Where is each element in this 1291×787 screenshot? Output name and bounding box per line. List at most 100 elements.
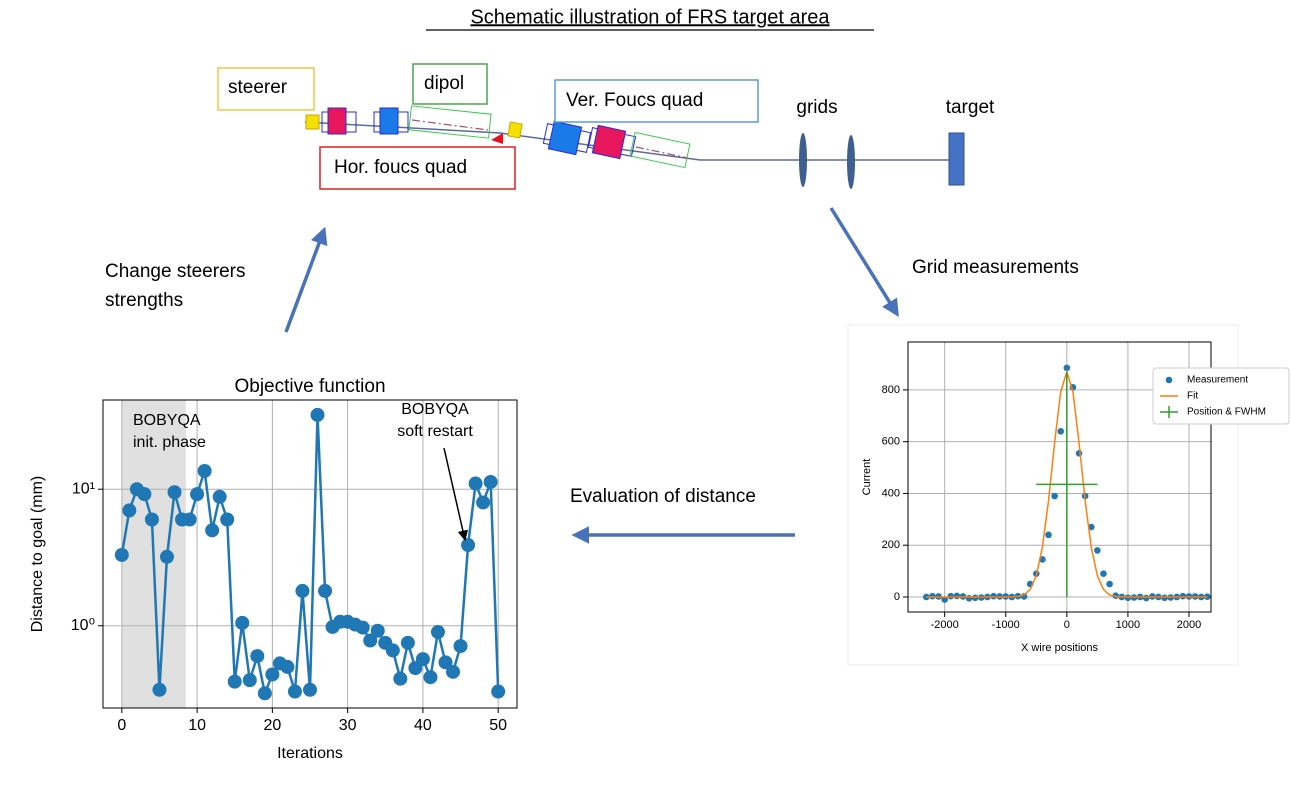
data-point — [929, 592, 936, 600]
plot-frame — [102, 399, 518, 709]
x-axis-label: Iterations — [277, 745, 343, 762]
label: Ver. Foucs quad — [566, 90, 703, 111]
x-tick-label: 0 — [1064, 619, 1070, 631]
legend-swatch — [1165, 376, 1173, 384]
y-tick-label: 200 — [882, 539, 900, 551]
data-point — [1051, 492, 1058, 500]
data-point — [114, 547, 129, 562]
label-box — [319, 146, 516, 190]
data-point — [295, 583, 310, 598]
charts: 0 10 20 30 40 50 10⁰ 10¹ Objective function Itera… — [29, 341, 1290, 762]
data-point — [144, 512, 159, 527]
y-axis-label: Current — [861, 459, 873, 496]
data-point — [965, 594, 973, 602]
x-tick-label: 40 — [414, 717, 432, 734]
annotation: BOBYQA — [401, 401, 469, 418]
data-point — [318, 583, 333, 598]
annotation: BOBYQA — [133, 412, 201, 429]
page-title: Schematic illustration of FRS target are… — [470, 6, 830, 28]
x-tick-label: -1000 — [992, 619, 1020, 631]
data-point — [461, 538, 476, 553]
data-point — [971, 594, 979, 602]
step-label: strengths — [105, 290, 183, 311]
data-point — [280, 659, 295, 674]
data-point — [370, 623, 385, 638]
step-label: Grid measurements — [912, 257, 1079, 278]
data-point — [1057, 428, 1065, 435]
legend-box — [1152, 367, 1290, 425]
data-point — [1106, 580, 1113, 588]
data-point — [1161, 594, 1168, 602]
label-box — [217, 67, 315, 111]
data-point — [415, 652, 430, 667]
data-point — [1142, 594, 1150, 602]
x-axis-label: X wire positions — [1021, 642, 1099, 654]
data-point — [197, 463, 212, 478]
data-point — [1063, 364, 1071, 372]
data-point — [385, 643, 400, 658]
data-point — [122, 503, 137, 518]
y-tick-label: 10⁰ — [71, 617, 95, 634]
data-point — [468, 476, 483, 491]
data-point — [1075, 450, 1083, 457]
data-point — [212, 489, 227, 504]
label: grids — [796, 97, 837, 118]
chart-title: Objective function — [234, 376, 385, 397]
data-point — [250, 649, 265, 664]
data-point — [310, 407, 325, 422]
y-tick-label: 0 — [894, 591, 900, 603]
data-point — [423, 670, 438, 685]
legend-label: Fit — [1187, 391, 1198, 402]
label: dipol — [424, 73, 464, 94]
legend-label: Measurement — [1187, 375, 1248, 386]
data-point — [1087, 523, 1095, 531]
label: steerer — [228, 77, 288, 98]
label: target — [946, 97, 995, 118]
data-point — [137, 487, 152, 502]
annotation: soft restart — [397, 423, 473, 440]
annotation-arrow — [443, 447, 469, 542]
data-point — [1094, 547, 1101, 554]
x-tick-label: 50 — [489, 717, 507, 734]
data-point — [953, 592, 961, 600]
y-tick-label: 10¹ — [72, 480, 95, 497]
y-tick-label: 400 — [882, 487, 900, 499]
data-point — [1045, 531, 1052, 539]
data-point — [430, 625, 445, 640]
legend-label: Position & FWHM — [1187, 407, 1266, 418]
flow-arrow — [284, 226, 328, 333]
data-point — [990, 592, 997, 600]
data-point — [941, 596, 948, 603]
x-tick-label: 30 — [339, 717, 357, 734]
data-point — [287, 684, 302, 699]
data-point — [190, 487, 205, 502]
data-point — [152, 682, 167, 697]
x-tick-label: 2000 — [1177, 619, 1201, 631]
data-point — [483, 474, 498, 489]
data-point — [947, 592, 955, 600]
x-tick-label: 10 — [188, 717, 206, 734]
data-point — [453, 639, 468, 654]
data-point — [242, 673, 257, 688]
flow-arrow — [829, 207, 899, 317]
label-box — [412, 63, 488, 105]
plot-frame — [907, 341, 1212, 613]
data-point — [491, 684, 506, 699]
data-point — [438, 655, 453, 670]
x-tick-label: 1000 — [1116, 619, 1140, 631]
data-point — [303, 682, 317, 697]
data-point — [393, 671, 408, 686]
data-point — [363, 633, 378, 648]
data-point — [400, 635, 415, 650]
annotation: init. phase — [133, 434, 206, 451]
label: Hor. foucs quad — [334, 157, 467, 178]
data-point — [235, 615, 250, 630]
data-point — [265, 667, 280, 682]
y-tick-label: 600 — [882, 436, 900, 448]
data-point — [355, 620, 370, 635]
data-point — [205, 523, 220, 538]
step-label: Evaluation of distance — [570, 486, 756, 507]
data-point — [182, 512, 197, 527]
y-axis-label: Distance to goal (mm) — [29, 476, 46, 633]
